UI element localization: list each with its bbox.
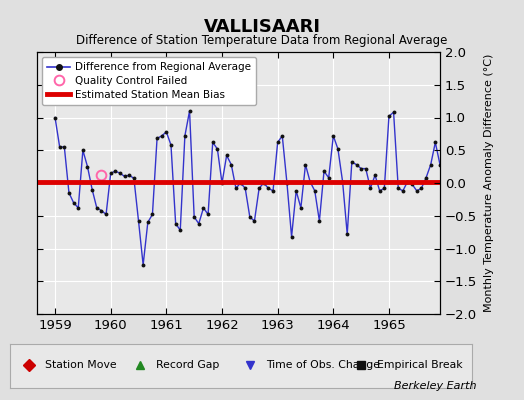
Text: Empirical Break: Empirical Break <box>377 360 463 370</box>
Text: Berkeley Earth: Berkeley Earth <box>395 381 477 391</box>
Text: Time of Obs. Change: Time of Obs. Change <box>266 360 380 370</box>
Text: Station Move: Station Move <box>45 360 117 370</box>
Text: Difference of Station Temperature Data from Regional Average: Difference of Station Temperature Data f… <box>77 34 447 47</box>
Legend: Difference from Regional Average, Quality Control Failed, Estimated Station Mean: Difference from Regional Average, Qualit… <box>42 57 256 105</box>
Text: Record Gap: Record Gap <box>156 360 219 370</box>
Y-axis label: Monthly Temperature Anomaly Difference (°C): Monthly Temperature Anomaly Difference (… <box>484 54 494 312</box>
Text: VALLISAARI: VALLISAARI <box>203 18 321 36</box>
